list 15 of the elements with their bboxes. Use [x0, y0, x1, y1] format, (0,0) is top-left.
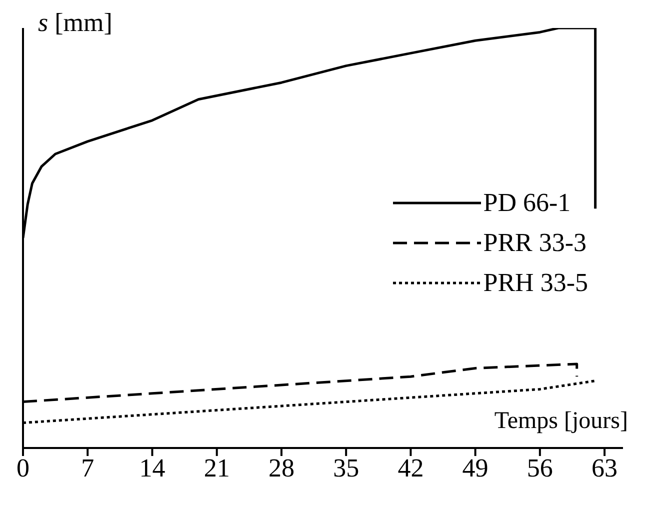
x-tick-label: 21 — [204, 453, 230, 482]
x-tick-label: 0 — [16, 453, 30, 482]
x-tick-label: 42 — [398, 453, 424, 482]
x-axis-title: Temps [jours] — [494, 408, 628, 435]
x-tick-label: 63 — [592, 453, 618, 482]
x-tick-label: 49 — [462, 453, 488, 482]
x-tick-label: 35 — [333, 453, 360, 482]
x-tick-label: 56 — [526, 453, 553, 482]
x-tick-label: 14 — [139, 453, 166, 482]
x-tick-label: 28 — [268, 453, 294, 482]
legend-label: PD 66-1 — [483, 188, 571, 218]
legend-label: PRH 33-5 — [483, 268, 588, 298]
y-axis-title: s [mm] — [38, 8, 112, 38]
x-tick-label: 7 — [81, 453, 94, 482]
legend-label: PRR 33-3 — [483, 228, 587, 258]
